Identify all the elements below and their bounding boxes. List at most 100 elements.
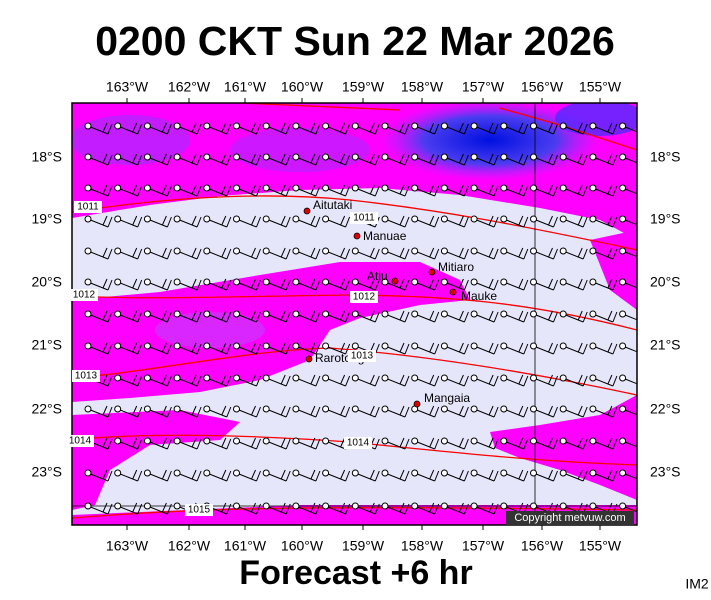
barb-flag — [434, 470, 440, 482]
barb-flag — [612, 185, 618, 197]
barb-station — [114, 184, 122, 192]
barb-station — [322, 184, 330, 192]
barb-station — [559, 310, 567, 318]
barb-flag — [638, 311, 642, 320]
barb-station — [262, 215, 270, 223]
lon-label: 161°W — [224, 79, 267, 95]
barb-flag — [463, 503, 469, 515]
barb-staff — [503, 156, 524, 166]
barb-staff — [295, 345, 317, 355]
barb-station — [351, 310, 359, 318]
barb-flag — [221, 215, 227, 226]
barb-staff — [176, 156, 198, 166]
barb-staff — [236, 313, 257, 323]
isobar-label-box — [185, 504, 213, 516]
barb-flag — [607, 310, 613, 321]
barb-flag — [310, 502, 316, 513]
barb-station — [470, 184, 478, 192]
barb-staff — [563, 472, 584, 482]
barb-flag — [340, 437, 346, 448]
barb-staff — [384, 408, 406, 418]
barb-staff — [444, 250, 465, 260]
barb-station — [143, 405, 151, 413]
barb-staff — [473, 408, 495, 418]
barb-staff — [622, 505, 637, 513]
barb-staff — [384, 472, 406, 482]
isobar-label: 1013 — [351, 351, 374, 362]
barb-flag — [553, 343, 558, 355]
barb-station — [292, 310, 300, 318]
barb-flag — [226, 123, 232, 135]
barb-staff — [503, 250, 524, 260]
barb-flag — [548, 184, 553, 195]
barb-flag — [369, 184, 375, 195]
barb-flag — [102, 405, 108, 416]
barb-station — [84, 247, 92, 255]
barb-staff — [206, 408, 227, 418]
barb-station — [440, 122, 448, 130]
barb-station — [262, 310, 270, 318]
barb-staff — [533, 218, 554, 228]
barb-flag — [132, 247, 138, 258]
barb-station — [381, 278, 389, 286]
barb-station — [322, 405, 330, 413]
barb-flag — [638, 123, 642, 132]
barb-flag — [374, 279, 380, 291]
barb-staff — [592, 377, 614, 387]
barb-station — [114, 502, 122, 510]
barb-staff — [444, 408, 465, 418]
barb-flag — [523, 438, 529, 450]
barb-flag — [638, 185, 642, 194]
barb-station — [173, 215, 181, 223]
barb-flag — [638, 248, 642, 257]
barb-staff — [147, 187, 168, 197]
barb-staff — [147, 281, 168, 291]
barb-staff — [176, 250, 198, 260]
barb-flag — [463, 248, 469, 260]
title: 0200 CKT Sun 22 Mar 2026 — [95, 18, 615, 64]
barb-flag — [493, 503, 499, 515]
barb-flag — [161, 310, 167, 321]
barb-station — [530, 437, 537, 445]
barb-flag — [399, 153, 405, 164]
barb-station — [173, 122, 181, 130]
barb-staff — [503, 313, 524, 323]
barb-staff — [266, 377, 287, 387]
lon-label: 159°W — [342, 79, 385, 95]
barb-staff — [473, 345, 495, 355]
lon-label: 156°W — [521, 79, 564, 95]
barb-flag — [285, 154, 291, 166]
barb-flag — [553, 279, 558, 291]
barb-staff — [473, 440, 495, 450]
barb-staff — [444, 187, 465, 197]
footer: Forecast +6 hr — [239, 554, 472, 592]
barb-staff — [563, 250, 584, 260]
barb-flag — [340, 374, 346, 385]
lon-label: 163°W — [106, 538, 149, 554]
barb-flag — [221, 184, 227, 195]
barb-flag — [102, 278, 108, 289]
barb-flag — [345, 503, 351, 515]
barb-flag — [251, 437, 256, 448]
barb-flag — [196, 248, 202, 260]
barb-staff — [622, 408, 637, 416]
lon-label: 160°W — [281, 79, 324, 95]
barb-flag — [399, 278, 405, 289]
barb-station — [619, 405, 627, 413]
barb-staff — [384, 218, 406, 228]
barb-flag — [345, 343, 351, 355]
barb-flag — [315, 406, 321, 418]
barb-station — [322, 469, 330, 477]
lon-label: 159°W — [342, 538, 385, 554]
barb-flag — [399, 215, 405, 226]
barb-staff — [563, 156, 584, 166]
barb-staff — [444, 377, 465, 387]
barb-flag — [221, 502, 227, 513]
barb-flag — [137, 248, 143, 260]
barb-flag — [137, 216, 143, 228]
barb-staff — [473, 281, 495, 291]
barb-staff — [563, 187, 584, 197]
barb-flag — [458, 153, 464, 164]
barb-staff — [533, 472, 554, 482]
barb-flag — [434, 248, 440, 260]
